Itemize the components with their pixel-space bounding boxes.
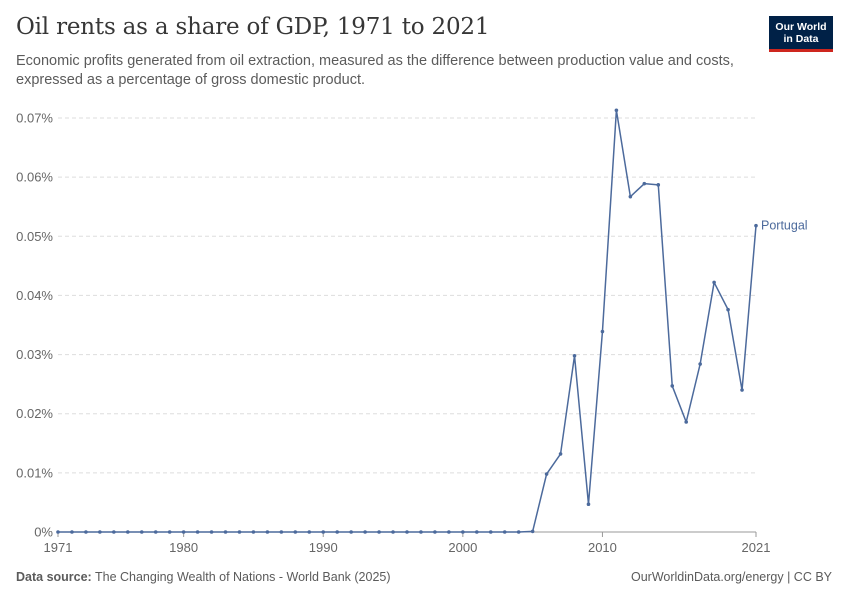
x-tick-label: 2010 — [588, 540, 617, 555]
data-point — [363, 530, 367, 534]
data-point — [461, 530, 465, 534]
data-point — [251, 530, 256, 534]
data-point — [419, 530, 423, 534]
data-source-label: Data source: — [16, 570, 92, 584]
data-point — [377, 530, 381, 534]
y-tick-label: 0.02% — [16, 406, 53, 421]
data-point — [670, 384, 675, 388]
data-point — [181, 530, 186, 534]
series-label-portugal: Portugal — [761, 219, 808, 233]
data-point — [237, 530, 242, 534]
data-point — [433, 530, 437, 534]
logo-line-1: Our World — [775, 21, 827, 33]
owid-logo[interactable]: Our World in Data — [769, 16, 833, 52]
y-tick-label: 0.06% — [16, 170, 53, 185]
data-point — [167, 530, 172, 534]
data-point — [544, 472, 549, 476]
data-point — [84, 530, 88, 534]
data-point — [558, 452, 563, 456]
data-point — [530, 529, 535, 534]
data-point — [475, 530, 479, 534]
data-point — [502, 530, 507, 534]
data-point — [223, 530, 228, 534]
x-tick-label: 1971 — [44, 540, 73, 555]
data-point — [321, 530, 326, 534]
y-tick-label: 0% — [34, 525, 53, 540]
data-point — [139, 530, 144, 534]
data-point — [754, 223, 758, 228]
license-link[interactable]: OurWorldinData.org/energy | CC BY — [630, 570, 832, 584]
data-point — [391, 530, 395, 534]
data-source: Data source: The Changing Wealth of Nati… — [16, 570, 391, 584]
data-point — [112, 530, 116, 534]
data-point — [279, 530, 284, 534]
data-point — [628, 194, 633, 199]
chart-title: Oil rents as a share of GDP, 1971 to 202… — [16, 14, 490, 40]
data-point — [153, 530, 158, 534]
data-point — [586, 502, 591, 507]
series-line-portugal — [58, 109, 757, 533]
data-point — [642, 181, 647, 186]
data-point — [98, 530, 102, 534]
x-tick-label: 2000 — [448, 540, 477, 555]
data-point — [600, 329, 605, 334]
data-point — [698, 362, 702, 366]
data-point — [572, 353, 577, 358]
y-tick-label: 0.03% — [16, 347, 53, 362]
data-point — [614, 108, 619, 113]
data-point — [293, 530, 298, 534]
data-point — [712, 280, 716, 285]
data-point — [70, 530, 74, 534]
y-tick-label: 0.05% — [16, 229, 53, 244]
data-point — [488, 530, 493, 534]
data-point — [307, 530, 312, 534]
data-point — [740, 388, 744, 392]
y-tick-label: 0.07% — [16, 111, 53, 126]
logo-line-2: in Data — [783, 33, 819, 45]
data-point — [684, 420, 688, 424]
data-point — [56, 530, 60, 534]
data-source-link[interactable]: The Changing Wealth of Nations - World B… — [94, 570, 391, 584]
data-point — [335, 530, 340, 534]
x-tick-label: 2021 — [742, 540, 771, 555]
x-tick-label: 1990 — [309, 540, 338, 555]
x-tick-label: 1980 — [169, 540, 198, 555]
data-point — [516, 530, 521, 534]
data-point — [447, 530, 451, 534]
data-point — [195, 530, 200, 534]
data-point — [349, 530, 353, 534]
data-point — [726, 307, 730, 312]
data-point — [265, 530, 270, 534]
data-point — [405, 530, 409, 534]
data-point — [126, 530, 130, 534]
data-point — [209, 530, 214, 534]
data-point — [656, 183, 661, 187]
y-tick-label: 0.04% — [16, 288, 53, 303]
chart-subtitle: Economic profits generated from oil extr… — [16, 53, 734, 88]
y-tick-label: 0.01% — [16, 465, 53, 480]
